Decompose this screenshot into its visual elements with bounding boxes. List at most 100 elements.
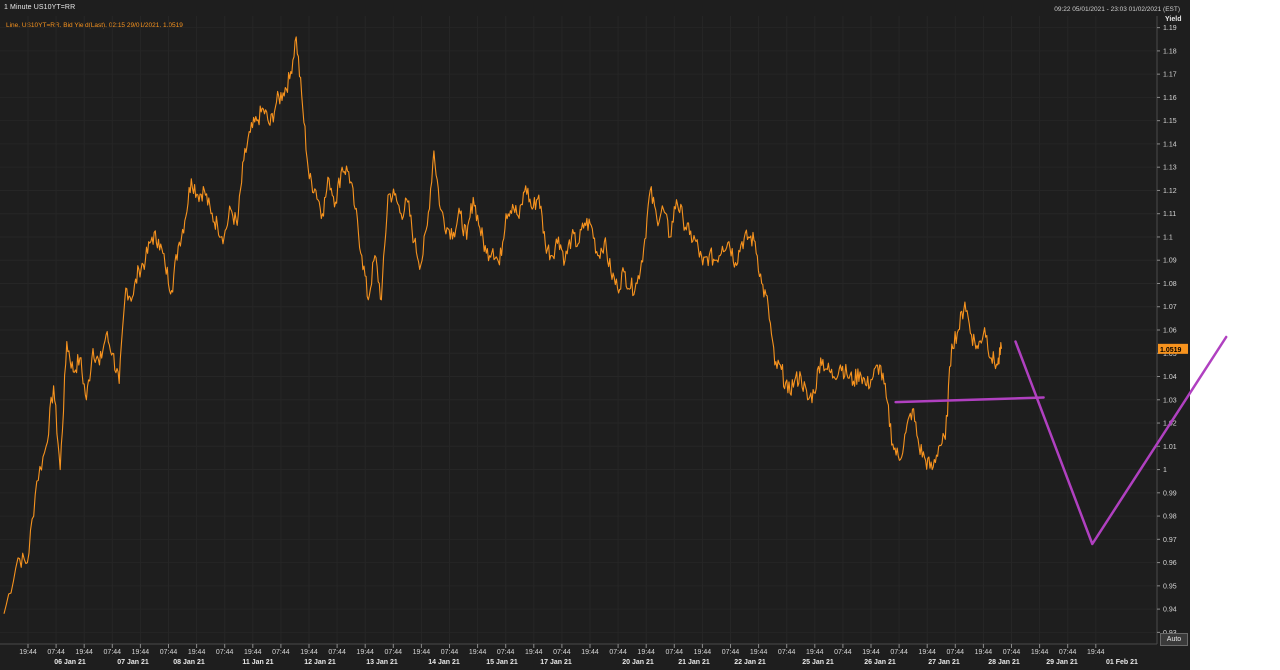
- x-day-label: 28 Jan 21: [988, 659, 1020, 666]
- y-tick-label: 1.04: [1163, 374, 1177, 381]
- date-range-label: 09:22 05/01/2021 - 23:03 01/02/2021 (EST…: [1054, 6, 1180, 13]
- y-tick-label: 1.1: [1163, 234, 1173, 241]
- x-session-label: 19:44: [637, 649, 655, 656]
- x-session-label: 07:44: [1059, 649, 1077, 656]
- x-day-label: 01 Feb 21: [1106, 659, 1138, 666]
- x-session-label: 19:44: [244, 649, 262, 656]
- x-day-label: 11 Jan 21: [242, 659, 273, 666]
- y-tick-label: 1.15: [1163, 118, 1177, 125]
- last-price-box: [1158, 343, 1188, 354]
- y-axis: 1.191.181.171.161.151.141.131.121.111.11…: [1157, 25, 1177, 637]
- x-session-label: 19:44: [862, 649, 880, 656]
- x-session-label: 07:44: [609, 649, 627, 656]
- y-tick-label: 1: [1163, 467, 1167, 474]
- x-session-label: 19:44: [300, 649, 318, 656]
- x-day-label: 15 Jan 21: [486, 659, 518, 666]
- x-session-label: 07:44: [553, 649, 571, 656]
- x-session-label: 19:44: [581, 649, 599, 656]
- y-tick-label: 1.12: [1163, 188, 1177, 195]
- x-session-label: 07:44: [441, 649, 459, 656]
- x-session-label: 07:44: [834, 649, 852, 656]
- y-tick-label: 1.05: [1163, 351, 1177, 358]
- x-session-label: 19:44: [694, 649, 712, 656]
- annotation-group[interactable]: [894, 335, 1228, 546]
- x-session-label: 07:44: [947, 649, 965, 656]
- x-session-label: 19:44: [1087, 649, 1105, 656]
- y-tick-label: 0.95: [1163, 583, 1177, 590]
- x-session-label: 07:44: [104, 649, 122, 656]
- x-axis: 19:44 07:44 19:44 07:44 19:44 07:44 19:44 07:44…: [19, 644, 1138, 666]
- x-day-label: 08 Jan 21: [173, 659, 205, 666]
- last-price-tag: 1.0519: [1158, 343, 1188, 354]
- grid-lines: [0, 16, 1157, 644]
- x-session-label: 07:44: [216, 649, 234, 656]
- y-tick-label: 1.03: [1163, 397, 1177, 404]
- x-day-label: 07 Jan 21: [117, 659, 149, 666]
- x-session-label: 19:44: [806, 649, 824, 656]
- x-day-label: 13 Jan 21: [366, 659, 398, 666]
- y-tick-label: 1.06: [1163, 328, 1177, 335]
- y-tick-label: 1.11: [1163, 211, 1176, 218]
- y-tick-label: 1.13: [1163, 165, 1177, 172]
- title-bar: [0, 4, 1190, 15]
- last-price-label: 1.0519: [1160, 347, 1182, 354]
- y-tick-label: 1.18: [1163, 48, 1177, 55]
- x-session-label: 19:44: [188, 649, 206, 656]
- y-tick-label: 0.98: [1163, 514, 1177, 521]
- x-session-label: 19:44: [132, 649, 150, 656]
- projected-path-annotation: [1014, 335, 1228, 546]
- x-day-label: 17 Jan 21: [540, 659, 572, 666]
- x-session-label: 19:44: [918, 649, 936, 656]
- x-session-label: 07:44: [497, 649, 515, 656]
- x-session-label: 19:44: [975, 649, 993, 656]
- x-session-label: 07:44: [890, 649, 908, 656]
- y-tick-label: 0.99: [1163, 490, 1177, 497]
- y-tick-label: 0.97: [1163, 537, 1177, 544]
- x-day-label: 20 Jan 21: [622, 659, 654, 666]
- x-session-label: 07:44: [666, 649, 684, 656]
- trend-line-annotation: [894, 396, 1045, 404]
- x-session-label: 07:44: [778, 649, 796, 656]
- y-tick-label: 1.07: [1163, 304, 1177, 311]
- x-session-label: 19:44: [75, 649, 93, 656]
- window-title: 1 Minute US10YT=RR: [4, 4, 76, 11]
- x-day-label: 14 Jan 21: [428, 659, 460, 666]
- x-day-label: 27 Jan 21: [928, 659, 960, 666]
- y-tick-label: 1.17: [1163, 72, 1177, 79]
- x-day-label: 06 Jan 21: [54, 659, 86, 666]
- x-session-label: 19:44: [525, 649, 543, 656]
- x-session-label: 07:44: [160, 649, 178, 656]
- x-day-label: 26 Jan 21: [864, 659, 896, 666]
- y-tick-label: 0.94: [1163, 607, 1177, 614]
- x-session-label: 07:44: [722, 649, 740, 656]
- x-session-label: 07:44: [47, 649, 65, 656]
- x-session-label: 19:44: [356, 649, 374, 656]
- x-session-label: 19:44: [1031, 649, 1049, 656]
- x-day-label: 29 Jan 21: [1046, 659, 1078, 666]
- y-tick-label: 1.08: [1163, 281, 1177, 288]
- x-session-label: 07:44: [272, 649, 290, 656]
- y-axis-title: Yield: [1165, 16, 1182, 23]
- x-session-label: 19:44: [413, 649, 431, 656]
- x-session-label: 19:44: [469, 649, 487, 656]
- y-tick-label: 1.19: [1163, 25, 1177, 32]
- series-group: [3, 36, 1003, 614]
- y-tick-label: 1.09: [1163, 258, 1177, 265]
- x-day-label: 25 Jan 21: [802, 659, 834, 666]
- x-day-label: 12 Jan 21: [304, 659, 336, 666]
- y-tick-label: 0.96: [1163, 560, 1177, 567]
- x-session-label: 19:44: [750, 649, 768, 656]
- x-day-label: 22 Jan 21: [734, 659, 766, 666]
- x-session-label: 07:44: [385, 649, 403, 656]
- chart-window: [0, 0, 1190, 670]
- x-session-label: 07:44: [328, 649, 346, 656]
- y-tick-label: 1.14: [1163, 141, 1177, 148]
- y-tick-label: 1.01: [1163, 444, 1177, 451]
- x-session-label: 07:44: [1003, 649, 1021, 656]
- x-day-label: 21 Jan 21: [678, 659, 710, 666]
- series-legend[interactable]: Line, US10YT=RR, Bid Yield(Last), 02:15 …: [6, 22, 183, 29]
- series-line: [3, 36, 1003, 614]
- auto-scale-button[interactable]: Auto: [1160, 633, 1188, 646]
- y-tick-label: 1.16: [1163, 95, 1177, 102]
